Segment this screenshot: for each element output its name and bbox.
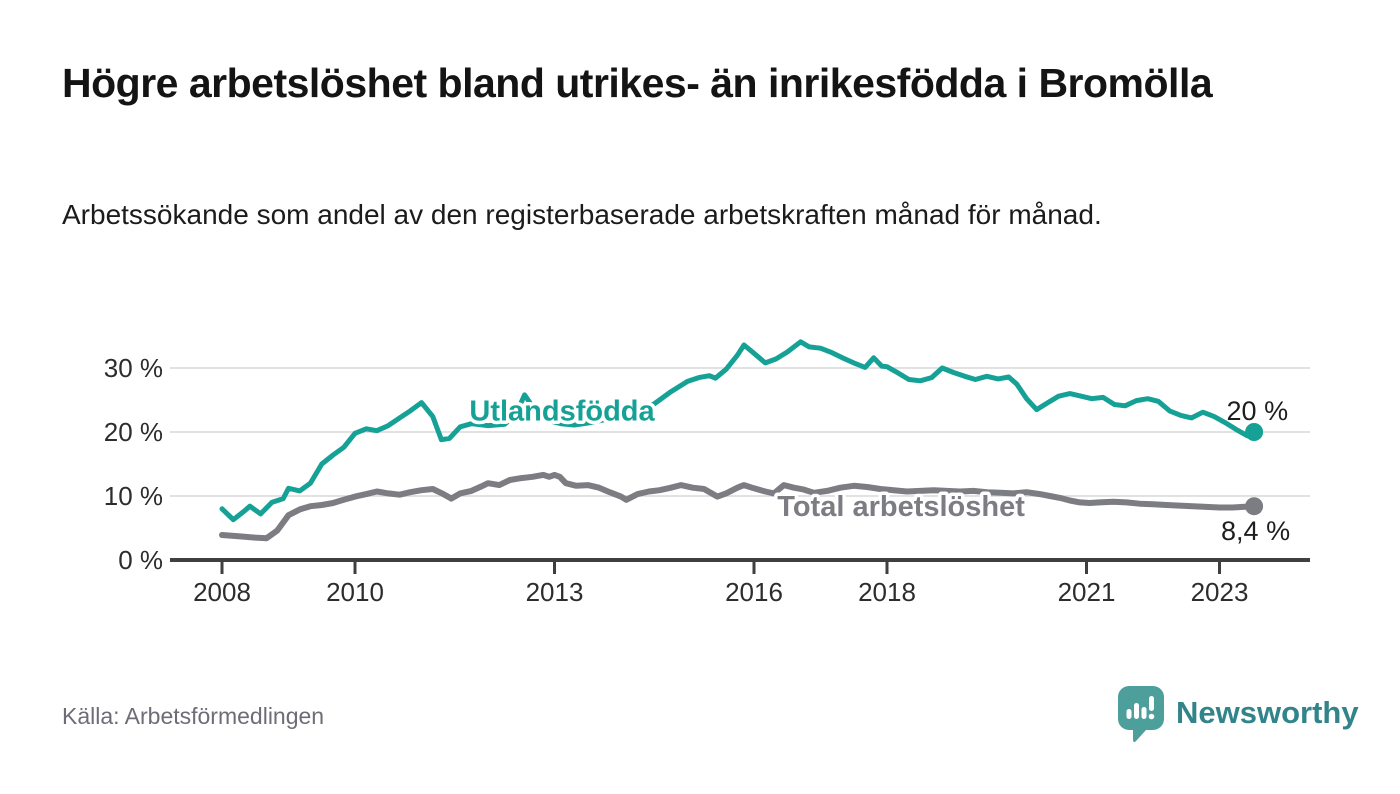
series-label: Total arbetslöshet xyxy=(777,491,1025,523)
bar-chart-glyph xyxy=(1126,696,1155,720)
x-axis-tick-label: 2016 xyxy=(725,577,783,607)
end-value-label: 20 % xyxy=(1227,396,1289,426)
y-axis-tick-label: 20 % xyxy=(104,417,163,447)
chart-title: Högre arbetslöshet bland utrikes- än inr… xyxy=(62,60,1213,106)
x-axis-tick-label: 2008 xyxy=(193,577,251,607)
x-axis-tick-label: 2021 xyxy=(1058,577,1116,607)
y-axis-tick-label: 30 % xyxy=(104,353,163,383)
end-value-label: 8,4 % xyxy=(1221,516,1290,546)
x-axis-tick-label: 2013 xyxy=(526,577,584,607)
series-line xyxy=(219,471,1258,542)
source-label: Källa: Arbetsförmedlingen xyxy=(62,703,325,729)
chart-subtitle: Arbetssökande som andel av den registerb… xyxy=(62,199,1102,230)
x-axis-tick-label: 2018 xyxy=(858,577,916,607)
end-dot xyxy=(1245,423,1264,441)
series-label: Utlandsfödda xyxy=(469,395,655,427)
newsworthy-logo-icon xyxy=(1118,686,1164,742)
y-axis-tick-label: 10 % xyxy=(104,481,163,511)
speech-bubble-shape xyxy=(1118,686,1164,742)
x-axis-tick-label: 2023 xyxy=(1191,577,1249,607)
newsworthy-wordmark: Newsworthy xyxy=(1176,695,1359,730)
series-line xyxy=(219,339,1257,523)
y-axis-tick-label: 0 % xyxy=(118,545,163,575)
x-axis-tick-label: 2010 xyxy=(326,577,384,607)
end-dot xyxy=(1245,497,1264,516)
newsworthy-logo: Newsworthy xyxy=(1116,684,1359,742)
